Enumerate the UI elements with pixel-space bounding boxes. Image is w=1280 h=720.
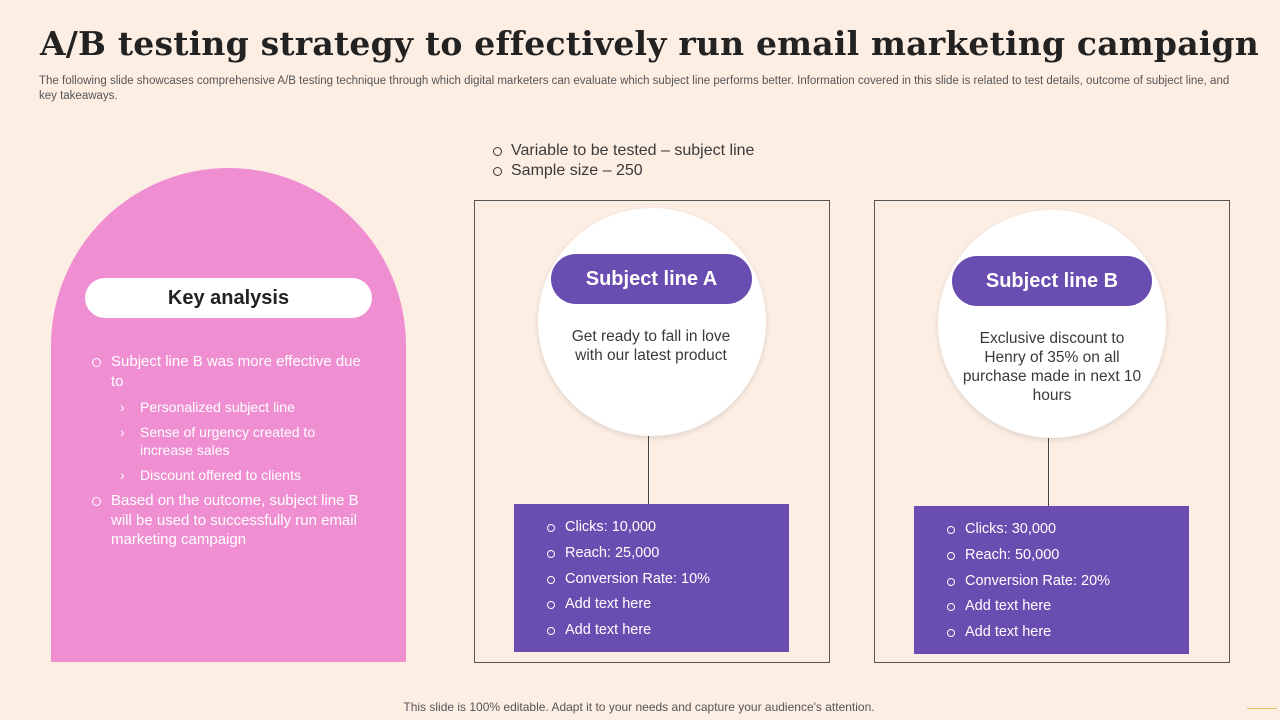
stat-item: Add text here: [947, 620, 1189, 646]
variant-a-stats: Clicks: 10,000 Reach: 25,000 Conversion …: [514, 504, 789, 652]
stat-text: Reach: 50,000: [965, 546, 1060, 563]
test-detail-item: Variable to be tested – subject line: [493, 141, 754, 161]
key-analysis-point: Based on the outcome, subject line B wil…: [92, 491, 362, 550]
stat-text: Add text here: [965, 624, 1052, 641]
stat-text: Conversion Rate: 10%: [565, 570, 711, 587]
stat-item: Add text here: [547, 592, 789, 618]
stat-item: Add text here: [547, 618, 789, 644]
bullet-icon: [547, 549, 555, 558]
key-analysis-reason: › Sense of urgency created to increase s…: [92, 423, 362, 459]
bullet-icon: [547, 524, 555, 532]
key-analysis-list: Subject line B was more effective due to…: [92, 352, 362, 557]
variant-a-box: [474, 200, 830, 663]
reason-text: Personalized subject line: [140, 399, 295, 415]
variant-b-text: Exclusive discount to Henry of 35% on al…: [962, 330, 1142, 404]
variant-b-box: [874, 200, 1230, 663]
bullet-icon: [947, 551, 955, 560]
bullet-icon: [493, 166, 502, 176]
variant-b-stats: Clicks: 30,000 Reach: 50,000 Conversion …: [914, 506, 1189, 654]
chevron-right-icon: ›: [120, 424, 125, 440]
bullet-icon: [947, 629, 955, 638]
slide-footer: This slide is 100% editable. Adapt it to…: [403, 700, 875, 714]
stat-item: Reach: 50,000: [947, 543, 1189, 569]
bullet-icon: [947, 577, 955, 586]
stat-text: Clicks: 10,000: [565, 519, 657, 535]
test-details: Variable to be tested – subject line Sam…: [493, 141, 754, 180]
stat-text: Add text here: [565, 596, 652, 613]
bullet-icon: [92, 358, 101, 367]
stat-text: Conversion Rate: 20%: [965, 572, 1111, 589]
bullet-icon: [547, 627, 555, 636]
stat-item: Add text here: [947, 594, 1189, 620]
bullet-icon: [92, 497, 101, 506]
variant-a-label: Subject line A: [551, 254, 752, 304]
slide-title: A/B testing strategy to effectively run …: [40, 24, 1259, 63]
variant-a-circle: [538, 208, 766, 436]
stat-item: Reach: 25,000: [547, 541, 789, 567]
key-analysis-panel: [51, 168, 406, 662]
stat-text: Add text here: [965, 598, 1052, 615]
stat-text: Reach: 25,000: [565, 544, 660, 561]
bullet-icon: [547, 601, 555, 610]
chevron-right-icon: ›: [120, 399, 125, 415]
key-analysis-point-text: Based on the outcome, subject line B wil…: [111, 492, 359, 548]
bullet-icon: [547, 575, 555, 584]
key-analysis-point-text: Subject line B was more effective due to: [111, 353, 361, 390]
slide-subtitle: The following slide showcases comprehens…: [39, 75, 1230, 102]
reason-text: Discount offered to clients: [140, 467, 301, 483]
key-analysis-point: Subject line B was more effective due to: [92, 352, 362, 391]
stat-text: Add text here: [565, 622, 652, 639]
stat-item: Clicks: 10,000: [547, 515, 789, 541]
stat-item: Conversion Rate: 20%: [947, 569, 1189, 595]
bullet-icon: [947, 526, 955, 534]
key-analysis-reason: › Discount offered to clients: [92, 466, 362, 484]
test-detail-item: Sample size – 250: [493, 161, 754, 181]
stat-item: Clicks: 30,000: [947, 517, 1189, 543]
variant-b-connector: [1048, 438, 1049, 506]
variant-b-label: Subject line B: [952, 256, 1152, 306]
chevron-right-icon: ›: [120, 467, 125, 483]
stat-text: Clicks: 30,000: [965, 521, 1057, 537]
test-detail-text: Sample size – 250: [511, 161, 643, 179]
stat-item: Conversion Rate: 10%: [547, 567, 789, 593]
reason-text: Sense of urgency created to increase sal…: [140, 424, 316, 458]
variant-b-circle: [938, 210, 1166, 438]
key-analysis-reason: › Personalized subject line: [92, 398, 362, 416]
bullet-icon: [947, 603, 955, 612]
bullet-icon: [493, 147, 502, 156]
variant-a-text: Get ready to fall in love with our lates…: [571, 328, 731, 364]
variant-a-connector: [648, 436, 649, 504]
footer-divider: [1247, 708, 1277, 709]
test-detail-text: Variable to be tested – subject line: [511, 142, 755, 159]
key-analysis-heading: Key analysis: [85, 278, 372, 318]
